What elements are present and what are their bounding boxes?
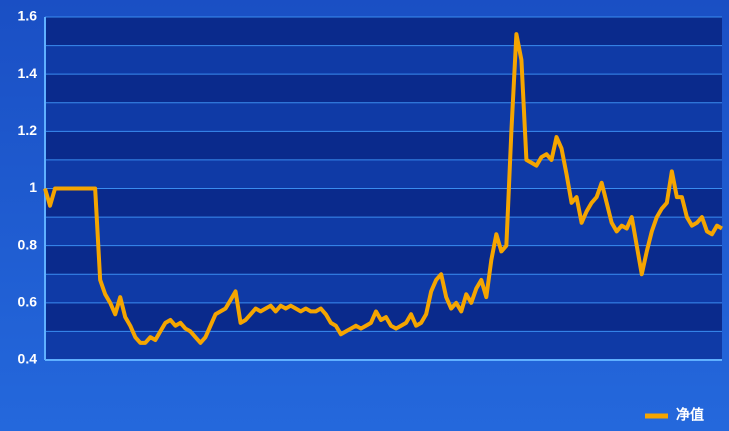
- y-tick-label: 1.4: [18, 65, 38, 81]
- plot-band: [45, 131, 722, 160]
- plot-band: [45, 217, 722, 246]
- plot-band: [45, 45, 722, 75]
- plot-band: [45, 17, 722, 46]
- plot-band: [45, 274, 722, 303]
- y-tick-label: 1.2: [18, 122, 38, 138]
- plot-band: [45, 245, 722, 275]
- series-line: [43, 32, 723, 345]
- plot-band: [45, 188, 722, 218]
- y-tick-label: 1: [29, 179, 37, 195]
- legend-label: 净值: [676, 407, 704, 423]
- plot-band: [45, 331, 722, 360]
- plot-band: [45, 74, 722, 103]
- y-tick-label: 0.6: [18, 294, 38, 310]
- plot-band: [45, 159, 722, 189]
- y-tick-label: 0.4: [18, 351, 38, 367]
- plot-band: [45, 102, 722, 132]
- y-tick-label: 1.6: [18, 8, 38, 24]
- y-tick-label: 0.8: [18, 236, 38, 252]
